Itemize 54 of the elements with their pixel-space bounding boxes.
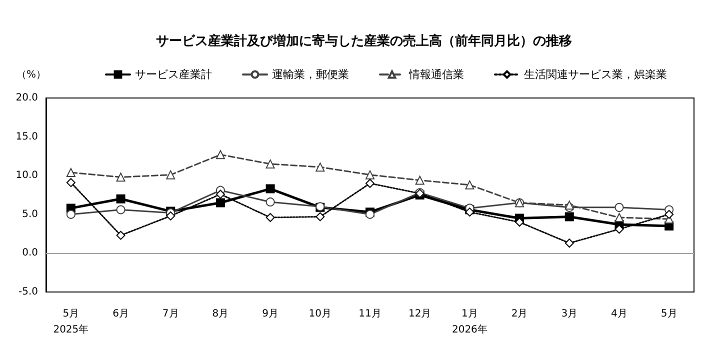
x-tick-label: 10月 [308,308,332,320]
point [266,213,275,222]
point [116,205,126,214]
point [66,210,76,219]
x-tick-label: 5月 2025年 [53,308,89,336]
point [366,178,374,188]
point [515,218,524,227]
point [66,178,76,188]
legend-label: サービス産業計 [135,68,212,81]
point [66,168,76,177]
point [614,202,624,212]
y-tick-label: 15.0 [16,131,38,142]
point [614,213,624,222]
point [216,190,225,199]
y-tick-label: 10.0 [16,170,38,182]
point [266,197,275,206]
x-tick-label: 11月 [358,308,382,320]
point [415,176,424,185]
point [166,170,176,180]
y-tick-label: 20.0 [16,92,38,104]
point [316,162,325,172]
x-tick-label: 6月 [112,308,129,320]
point [564,238,574,248]
point [316,212,325,222]
point [116,172,126,182]
x-tick-label: 7月 [162,308,179,320]
x-tick-label: 8月 [212,308,229,320]
point [465,208,474,217]
x-tick-label: 4月 [611,308,628,320]
legend-label: 運輸業，郵便業 [272,68,349,81]
point [664,210,674,219]
point [116,230,126,240]
x-tick-label: 3月 [561,308,578,320]
point [465,180,474,190]
x-tick-label: 2月 [511,308,528,320]
legend-label: 情報通信業 [408,68,464,81]
y-axis-title: （%） [16,70,46,80]
point [266,184,275,194]
y-tick-label: 5.0 [22,208,38,220]
point [216,150,225,160]
y-tick-label: 0.0 [22,248,38,259]
chart-title: サービス産業計及び増加に寄与した産業の売上高（前年同月比）の推移 [156,33,572,49]
x-tick-label: 12月 [408,308,432,320]
point [166,211,176,220]
point [614,224,624,234]
point [564,212,574,222]
x-tick-label: 5月 [660,308,678,320]
point [366,170,374,180]
x-tick-label: 1月 2026年 [452,308,488,336]
y-tick-label: -5.0 [18,286,38,298]
legend-label: 生活関連サービス業，娯楽業 [524,68,667,81]
point [116,194,126,204]
x-tick-label: 9月 [262,308,278,320]
point [216,198,225,208]
